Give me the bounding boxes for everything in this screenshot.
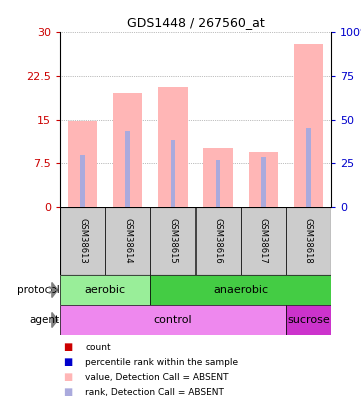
Bar: [196, 207, 241, 275]
Bar: [241, 207, 286, 275]
Text: ■: ■: [64, 372, 73, 382]
Bar: [105, 207, 150, 275]
Bar: [249, 151, 278, 207]
Text: GSM38616: GSM38616: [214, 218, 223, 264]
Bar: [113, 93, 143, 207]
Text: sucrose: sucrose: [287, 315, 330, 325]
Text: ■: ■: [64, 388, 73, 397]
Text: agent: agent: [30, 315, 60, 325]
Bar: [261, 158, 265, 207]
Bar: [150, 207, 196, 275]
Bar: [60, 207, 105, 275]
Bar: [286, 207, 331, 275]
Text: rank, Detection Call = ABSENT: rank, Detection Call = ABSENT: [85, 388, 224, 397]
Polygon shape: [52, 283, 58, 298]
Polygon shape: [52, 313, 58, 328]
Bar: [158, 87, 188, 207]
Text: percentile rank within the sample: percentile rank within the sample: [85, 358, 238, 367]
Bar: [150, 275, 331, 305]
Text: protocol: protocol: [17, 285, 60, 295]
Bar: [286, 305, 331, 335]
Text: count: count: [85, 343, 111, 352]
Bar: [306, 128, 311, 207]
Bar: [216, 160, 220, 207]
Text: GSM38613: GSM38613: [78, 218, 87, 264]
Text: control: control: [153, 315, 192, 325]
Text: GSM38617: GSM38617: [259, 218, 268, 264]
Text: GSM38618: GSM38618: [304, 218, 313, 264]
Text: GSM38614: GSM38614: [123, 218, 132, 264]
Bar: [294, 44, 323, 207]
Bar: [60, 275, 150, 305]
Text: GSM38615: GSM38615: [169, 218, 177, 264]
Text: ■: ■: [64, 357, 73, 367]
Bar: [68, 121, 97, 207]
Text: aerobic: aerobic: [84, 285, 126, 295]
Title: GDS1448 / 267560_at: GDS1448 / 267560_at: [127, 17, 264, 30]
Bar: [126, 131, 130, 207]
Bar: [60, 305, 286, 335]
Text: anaerobic: anaerobic: [213, 285, 268, 295]
Bar: [203, 147, 233, 207]
Bar: [171, 140, 175, 207]
Text: ■: ■: [64, 342, 73, 352]
Text: value, Detection Call = ABSENT: value, Detection Call = ABSENT: [85, 373, 229, 382]
Bar: [81, 154, 85, 207]
